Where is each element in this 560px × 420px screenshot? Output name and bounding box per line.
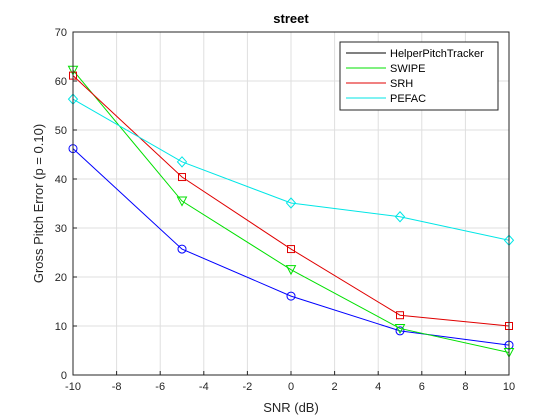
x-tick-label: 8: [462, 381, 468, 393]
data-point-swipe: [285, 265, 297, 276]
y-axis-label: Gross Pitch Error (p = 0.10): [31, 124, 46, 283]
y-tick-label: 50: [55, 125, 67, 137]
y-tick-label: 30: [55, 223, 67, 235]
y-tick-label: 10: [55, 321, 67, 333]
series-line-pefac: [72, 98, 510, 241]
data-point-helperpitchtracker: [286, 291, 296, 301]
data-point-srh: [178, 173, 186, 182]
x-tick-label: 4: [375, 381, 381, 393]
data-point-swipe: [176, 196, 188, 207]
data-point-pefac: [394, 210, 406, 223]
y-tick-label: 70: [55, 27, 67, 39]
x-tick-label: 2: [332, 381, 338, 393]
x-tick-label: 10: [503, 381, 515, 393]
x-tick-label: -8: [112, 381, 122, 393]
x-tick-label: 0: [288, 381, 294, 393]
data-point-srh: [287, 245, 295, 254]
data-point-pefac: [285, 197, 297, 209]
legend-entry-label: SWIPE: [390, 63, 425, 75]
x-tick-label: -4: [199, 381, 209, 393]
y-tick-label: 40: [55, 174, 67, 186]
x-axis-label: SNR (dB): [263, 400, 319, 415]
data-point-srh: [396, 311, 404, 320]
legend-entry-label: PEFAC: [390, 93, 426, 105]
x-tick-label: 6: [419, 381, 425, 393]
series-line-srh: [72, 75, 510, 327]
data-point-pefac: [176, 156, 188, 168]
legend-entry-label: SRH: [390, 78, 413, 90]
y-tick-label: 20: [55, 272, 67, 284]
series-line-swipe: [72, 69, 510, 353]
x-tick-label: -10: [65, 381, 81, 393]
x-tick-label: -6: [155, 381, 165, 393]
y-tick-label: 0: [61, 370, 67, 382]
data-point-helperpitchtracker: [177, 244, 187, 254]
x-tick-label: -2: [243, 381, 253, 393]
data-point-helperpitchtracker: [395, 326, 405, 336]
data-point-swipe: [394, 323, 406, 335]
y-tick-label: 60: [55, 76, 67, 88]
series-line-helperpitchtracker: [72, 148, 510, 346]
chart-title: street: [273, 11, 309, 26]
legend: HelperPitchTracker SWIPE SRH PEFAC: [339, 41, 499, 111]
legend-entry-label: HelperPitchTracker: [390, 48, 484, 60]
axis-ticks: -10 -8 -6 -4 -2 0 2 4 6 8 10 0 10 20 30 40 50 60 70: [55, 27, 515, 393]
